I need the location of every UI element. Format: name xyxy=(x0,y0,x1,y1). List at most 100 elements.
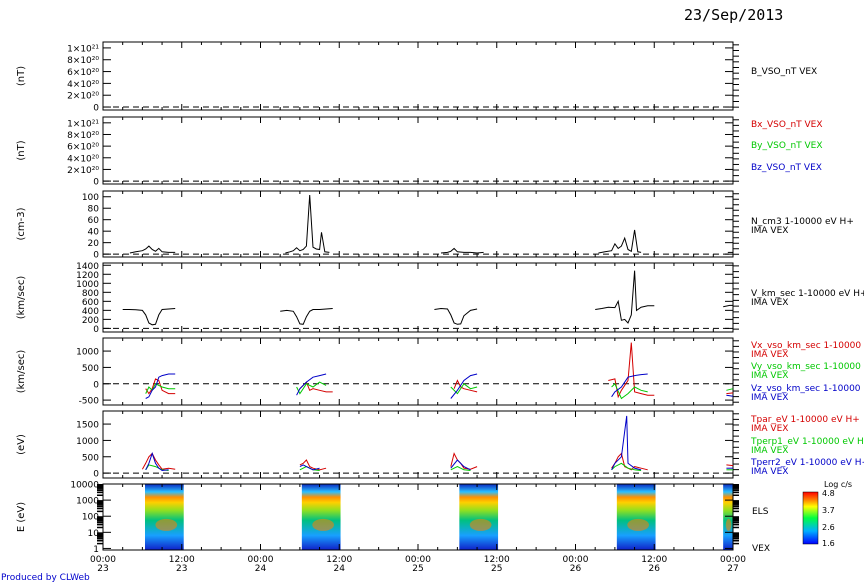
x-tick-label-time: 12:00 xyxy=(169,555,195,565)
y-tick-label: 1200 xyxy=(76,271,99,281)
legend-subtitle: IMA VEX xyxy=(751,298,788,308)
spectrogram-hotspot xyxy=(312,518,334,531)
x-tick-label-day: 24 xyxy=(334,564,346,574)
series-line xyxy=(122,308,176,326)
series-line xyxy=(299,464,320,471)
series-line xyxy=(450,383,478,395)
colorbar-tick-label: 1.6 xyxy=(822,539,835,548)
y-tick-label: 1000 xyxy=(76,280,99,290)
y-axis-label: (km/sec) xyxy=(16,350,27,394)
series-line xyxy=(450,466,471,471)
y-tick-label: 80 xyxy=(88,205,100,215)
y-tick-label: 0 xyxy=(93,380,99,390)
y-tick-label: 100 xyxy=(82,193,99,203)
colorbar-tick-label: 4.8 xyxy=(822,489,835,498)
legend-entry: V_km_sec 1-10000 eV H+ xyxy=(751,289,864,299)
x-tick-label-time: 12:00 xyxy=(641,555,667,565)
panel-frame-velocity xyxy=(102,262,734,333)
series-line xyxy=(453,379,478,393)
x-tick-label-day: 23 xyxy=(176,564,187,574)
spectrogram-sublabel: VEX xyxy=(752,544,770,554)
x-tick-label-day: 25 xyxy=(412,564,423,574)
y-tick-label: -500 xyxy=(79,397,100,407)
x-tick-label-time: 12:00 xyxy=(484,555,510,565)
x-tick-label-day: 27 xyxy=(727,564,738,574)
y-tick-label: 1400 xyxy=(76,262,99,272)
x-tick-label-day: 23 xyxy=(97,564,108,574)
y-tick-label: 0 xyxy=(93,470,99,480)
series-line xyxy=(440,247,484,254)
series-line xyxy=(141,452,176,470)
y-tick-label: 1500 xyxy=(76,421,99,431)
series-line xyxy=(726,464,734,467)
y-axis-label: (eV) xyxy=(16,434,27,455)
spectrogram-block xyxy=(616,484,656,550)
y-tick-label: 100 xyxy=(82,513,99,523)
series-line xyxy=(608,342,655,399)
legend-entry: Vx_vso_km_sec 1-10000 xyxy=(751,341,861,351)
colorbar-title: Log c/s xyxy=(824,480,852,489)
series-line xyxy=(595,270,655,324)
spectrogram-block xyxy=(459,484,499,550)
series-line xyxy=(145,451,169,472)
y-axis-label: (nT) xyxy=(16,140,27,160)
y-axis-label: (nT) xyxy=(16,66,27,86)
x-tick-label-time: 12:00 xyxy=(326,555,352,565)
spectrogram-label: ELS xyxy=(752,507,769,517)
y-axis-label: (cm-3) xyxy=(16,207,27,240)
series-line xyxy=(450,459,471,471)
y-tick-label: 600 xyxy=(82,298,99,308)
spectrogram-block xyxy=(301,484,341,550)
series-line xyxy=(723,304,733,308)
spectrogram-block xyxy=(723,484,733,550)
series-line xyxy=(296,373,327,396)
y-tick-label: 4×10²⁰ xyxy=(67,154,99,164)
spectrogram-hotspot xyxy=(725,518,732,531)
y-tick-label: 10000 xyxy=(70,481,99,491)
panel-frame-velocity_vso xyxy=(102,337,734,406)
date-title: 23/Sep/2013 xyxy=(684,6,784,24)
series-line xyxy=(434,307,478,325)
colorbar-tick-label: 3.7 xyxy=(822,506,835,515)
x-tick-label-day: 24 xyxy=(255,564,267,574)
series-line xyxy=(726,388,734,391)
spectrogram-hotspot xyxy=(469,518,492,531)
legend-subtitle: IMA VEX xyxy=(751,350,788,360)
series-line xyxy=(726,394,734,397)
y-tick-label: 1 xyxy=(93,545,99,555)
x-tick-label-time: 00:00 xyxy=(405,555,431,565)
x-tick-label-day: 25 xyxy=(491,564,502,574)
x-tick-label-day: 26 xyxy=(570,564,582,574)
y-tick-label: 1×10²¹ xyxy=(67,44,99,54)
legend-subtitle: IMA VEX xyxy=(751,424,788,434)
legend-entry: Tperp1_eV 1-10000 eV H+ xyxy=(750,437,864,447)
series-line xyxy=(280,308,333,325)
y-tick-label: 4×10²⁰ xyxy=(67,80,99,90)
y-tick-label: 6×10²⁰ xyxy=(67,68,99,78)
y-tick-label: 200 xyxy=(82,316,99,326)
y-tick-label: 800 xyxy=(82,289,99,299)
y-tick-label: 6×10²⁰ xyxy=(67,143,99,153)
y-tick-label: 500 xyxy=(82,364,99,374)
x-tick-label-time: 00:00 xyxy=(720,555,746,565)
series-line xyxy=(296,381,327,395)
legend-subtitle: IMA VEX xyxy=(751,467,788,477)
y-tick-label: 0 xyxy=(93,251,99,261)
y-tick-label: 1000 xyxy=(76,497,99,507)
legend-entry: Vy_vso_km_sec 1-10000 xyxy=(751,362,861,372)
y-tick-label: 0 xyxy=(93,104,99,114)
legend-entry: Bz_VSO_nT VEX xyxy=(751,163,822,173)
legend-entry: N_cm3 1-10000 eV H+ xyxy=(751,217,854,227)
y-tick-label: 8×10²⁰ xyxy=(67,131,99,141)
colorbar xyxy=(802,491,819,545)
series-line xyxy=(611,462,642,471)
series-line xyxy=(450,373,478,399)
x-tick-label-time: 00:00 xyxy=(563,555,589,565)
spectrogram-hotspot xyxy=(155,518,178,531)
y-tick-label: 500 xyxy=(82,453,99,463)
legend-entry: B_VSO_nT VEX xyxy=(751,67,817,77)
series-line xyxy=(145,383,176,394)
panel-frame-b_comp xyxy=(102,116,734,185)
legend-entry: By_VSO_nT VEX xyxy=(751,141,823,151)
